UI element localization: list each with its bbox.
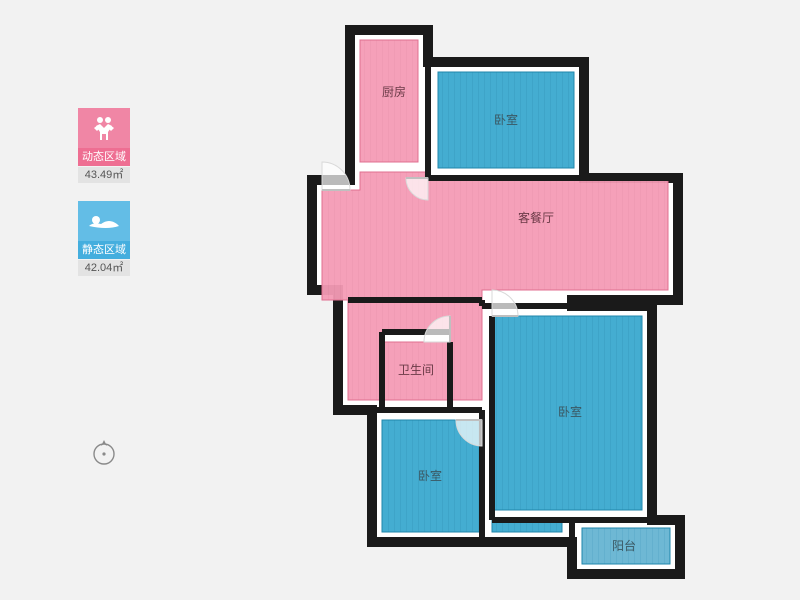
room-bedroom_top: 卧室 xyxy=(438,72,574,168)
room-label-bedroom_bl: 卧室 xyxy=(418,468,442,483)
legend-dynamic-label: 动态区域 xyxy=(78,148,130,166)
compass-icon xyxy=(90,438,118,466)
room-label-bedroom_right: 卧室 xyxy=(558,404,582,419)
legend-static-value: 42.04㎡ xyxy=(78,260,130,276)
floor-plan: 厨房卧室客餐厅卫生间卧室卧室阳台 xyxy=(280,22,690,582)
room-balcony: 阳台 xyxy=(582,528,670,564)
legend-dynamic: 动态区域 43.49㎡ xyxy=(78,108,130,183)
room-label-balcony: 阳台 xyxy=(612,538,636,553)
room-label-kitchen: 厨房 xyxy=(382,84,406,99)
room-bedroom_right: 卧室 xyxy=(492,316,642,510)
sleeping-icon xyxy=(78,201,130,241)
room-label-bedroom_top: 卧室 xyxy=(494,112,518,127)
legend: 动态区域 43.49㎡ 静态区域 42.04㎡ xyxy=(72,108,136,294)
legend-dynamic-value: 43.49㎡ xyxy=(78,167,130,183)
room-kitchen: 厨房 xyxy=(360,40,418,162)
room-label-bathroom: 卫生间 xyxy=(398,363,434,377)
room-bathroom: 卫生间 xyxy=(382,342,450,400)
people-icon xyxy=(78,108,130,148)
legend-static: 静态区域 42.04㎡ xyxy=(78,201,130,276)
legend-static-label: 静态区域 xyxy=(78,241,130,259)
room-label-living: 客餐厅 xyxy=(518,210,554,225)
